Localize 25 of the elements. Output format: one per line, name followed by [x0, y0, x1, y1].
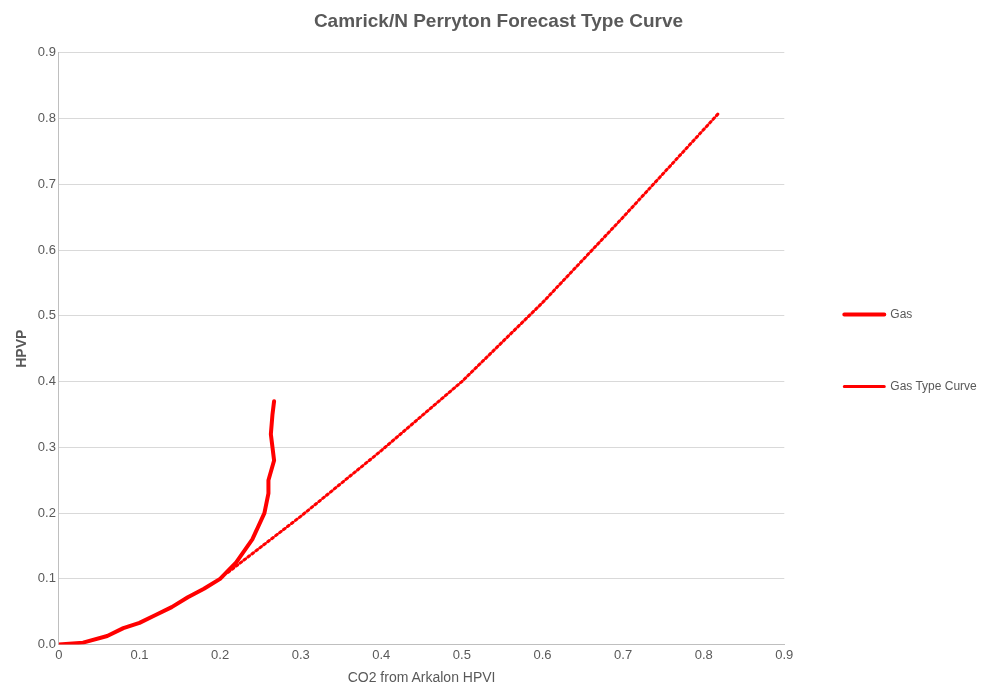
x-tick-label: 0.7: [614, 646, 633, 662]
y-tick-label: 0.7: [37, 175, 56, 191]
x-axis-title: CO2 from Arkalon HPVI: [347, 669, 496, 686]
y-tick-label: 0.2: [37, 504, 56, 520]
x-tick-label: 0.1: [130, 646, 149, 662]
y-axis-title: HPVP: [13, 329, 30, 368]
x-tick-label: 0: [55, 646, 63, 662]
x-tick-label: 0.6: [533, 646, 552, 662]
x-tick-label: 0.8: [694, 646, 713, 662]
legend-label: Gas Type Curve: [890, 378, 978, 393]
x-tick-label: 0.2: [211, 646, 230, 662]
chart-title: Camrick/N Perryton Forecast Type Curve: [313, 9, 684, 31]
x-tick-label: 0.4: [372, 646, 391, 662]
y-tick-label: 0.5: [37, 307, 56, 323]
y-tick-label: 0.6: [37, 241, 56, 257]
y-tick-label: 0.0: [37, 636, 56, 652]
x-tick-label: 0.9: [775, 646, 794, 662]
y-tick-label: 0.4: [37, 373, 56, 389]
y-tick-label: 0.8: [37, 110, 56, 126]
y-tick-label: 0.3: [37, 438, 56, 454]
y-tick-label: 0.9: [37, 44, 56, 60]
y-tick-label: 0.1: [37, 570, 56, 586]
x-tick-label: 0.3: [291, 646, 310, 662]
legend-label: Gas: [890, 306, 913, 321]
x-tick-label: 0.5: [452, 646, 471, 662]
